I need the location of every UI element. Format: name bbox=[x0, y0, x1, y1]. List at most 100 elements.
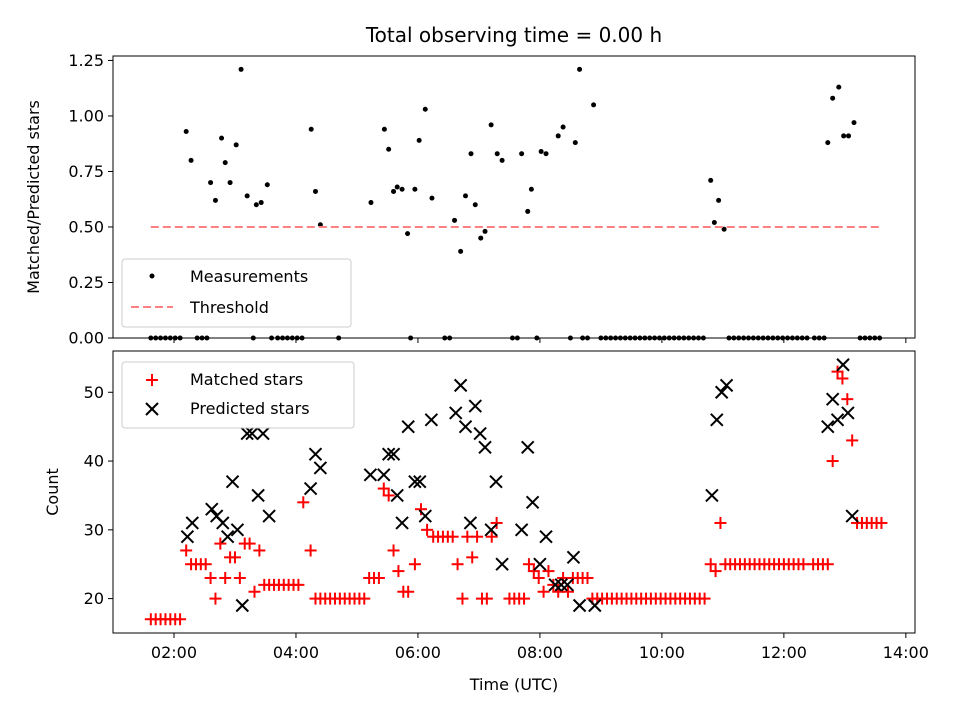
matched-point bbox=[219, 571, 232, 584]
matched-point bbox=[480, 592, 493, 605]
measurement-point bbox=[760, 335, 766, 341]
measurement-point bbox=[555, 133, 561, 139]
measurement-point bbox=[736, 335, 742, 341]
measurement-point bbox=[637, 335, 643, 341]
predicted-point bbox=[514, 523, 529, 537]
measurement-point bbox=[233, 142, 239, 148]
matched-point bbox=[821, 558, 834, 571]
measurement-point bbox=[567, 335, 573, 341]
predicted-point bbox=[256, 426, 270, 441]
measurement-point bbox=[851, 120, 857, 126]
measurement-point bbox=[804, 335, 810, 341]
predicted-point bbox=[453, 378, 468, 393]
measurement-point bbox=[162, 335, 168, 341]
predicted-point bbox=[830, 413, 845, 427]
matched-point bbox=[451, 558, 464, 571]
matched-point bbox=[841, 393, 854, 406]
y-tick-label: 30 bbox=[84, 520, 104, 539]
matched-point bbox=[561, 585, 574, 598]
legend-label-threshold: Threshold bbox=[189, 298, 269, 317]
measurement-point bbox=[177, 335, 183, 341]
measurement-point bbox=[167, 335, 173, 341]
predicted-point bbox=[240, 426, 254, 441]
measurement-point bbox=[258, 200, 264, 206]
measurement-point bbox=[603, 335, 609, 341]
matched-point bbox=[466, 551, 479, 564]
y-tick-label: 1.25 bbox=[68, 51, 104, 70]
predicted-point bbox=[714, 385, 729, 399]
measurement-point bbox=[244, 193, 250, 199]
predicted-point bbox=[363, 468, 378, 482]
measurement-point bbox=[543, 151, 549, 157]
measurement-point bbox=[447, 335, 453, 341]
matched-point bbox=[174, 613, 187, 626]
matched-point bbox=[387, 544, 400, 557]
measurement-point bbox=[405, 231, 411, 237]
matched-point bbox=[446, 530, 459, 543]
predicted-point bbox=[401, 419, 415, 434]
measurement-point bbox=[676, 335, 682, 341]
matched-point bbox=[527, 565, 540, 578]
predicted-point bbox=[521, 440, 535, 454]
predicted-point bbox=[262, 509, 276, 523]
measurement-point bbox=[158, 335, 164, 341]
measurement-point bbox=[222, 160, 228, 166]
matched-point bbox=[522, 558, 535, 571]
measurement-point bbox=[862, 335, 868, 341]
measurement-point bbox=[686, 335, 692, 341]
measurement-point bbox=[598, 335, 604, 341]
measurement-point bbox=[442, 335, 448, 341]
measurement-point bbox=[528, 186, 534, 192]
y-tick-label: 40 bbox=[84, 452, 104, 471]
matched-point bbox=[180, 544, 193, 557]
bottom-x-axis: 02:00 04:00 06:00 08:00 10:00 12:00 14:00 bbox=[151, 633, 929, 662]
matched-point bbox=[204, 571, 217, 584]
y-tick-label: 20 bbox=[84, 589, 104, 608]
legend-marker-matched bbox=[146, 374, 158, 386]
predicted-point bbox=[251, 488, 265, 503]
matched-point bbox=[392, 565, 405, 578]
predicted-point bbox=[841, 406, 855, 420]
measurement-point bbox=[613, 335, 619, 341]
measurement-point bbox=[691, 335, 697, 341]
matched-point bbox=[421, 523, 434, 536]
measurement-point bbox=[219, 135, 225, 141]
measurement-point bbox=[816, 335, 822, 341]
measurement-point bbox=[572, 140, 578, 146]
measurement-point bbox=[671, 335, 677, 341]
predicted-point bbox=[313, 461, 328, 475]
x-tick-label: 04:00 bbox=[273, 643, 319, 662]
measurement-point bbox=[289, 335, 295, 341]
measurement-point bbox=[312, 188, 318, 194]
predicted-point bbox=[705, 488, 719, 503]
measurement-point bbox=[867, 335, 873, 341]
legend-label-matched: Matched stars bbox=[190, 370, 303, 389]
matched-point bbox=[248, 585, 261, 598]
measurement-point bbox=[227, 180, 233, 186]
predicted-point bbox=[225, 474, 240, 489]
bottom-y-axis-label: Count bbox=[43, 468, 62, 516]
top-plot-area bbox=[148, 66, 883, 341]
matched-point bbox=[485, 530, 498, 543]
measurement-point bbox=[472, 202, 478, 208]
measurement-point bbox=[499, 157, 505, 163]
predicted-point bbox=[463, 516, 478, 530]
matched-point bbox=[304, 544, 317, 557]
measurement-point bbox=[708, 177, 714, 183]
measurement-point bbox=[208, 180, 214, 186]
matched-point bbox=[358, 592, 371, 605]
predicted-point bbox=[245, 426, 259, 441]
measurement-point bbox=[770, 335, 776, 341]
matched-point bbox=[518, 592, 531, 605]
predicted-point bbox=[533, 557, 547, 571]
measurement-point bbox=[194, 335, 200, 341]
bottom-plot-area bbox=[144, 358, 888, 626]
matched-point bbox=[581, 571, 594, 584]
measurement-point bbox=[780, 335, 786, 341]
legend-marker-measurements bbox=[149, 273, 155, 279]
measurement-point bbox=[666, 335, 672, 341]
x-tick-label: 08:00 bbox=[517, 643, 563, 662]
measurement-point bbox=[877, 335, 883, 341]
predicted-point bbox=[458, 419, 473, 434]
predicted-point bbox=[825, 392, 840, 406]
